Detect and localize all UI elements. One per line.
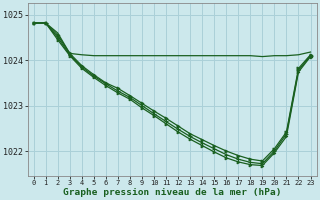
X-axis label: Graphe pression niveau de la mer (hPa): Graphe pression niveau de la mer (hPa) xyxy=(63,188,281,197)
